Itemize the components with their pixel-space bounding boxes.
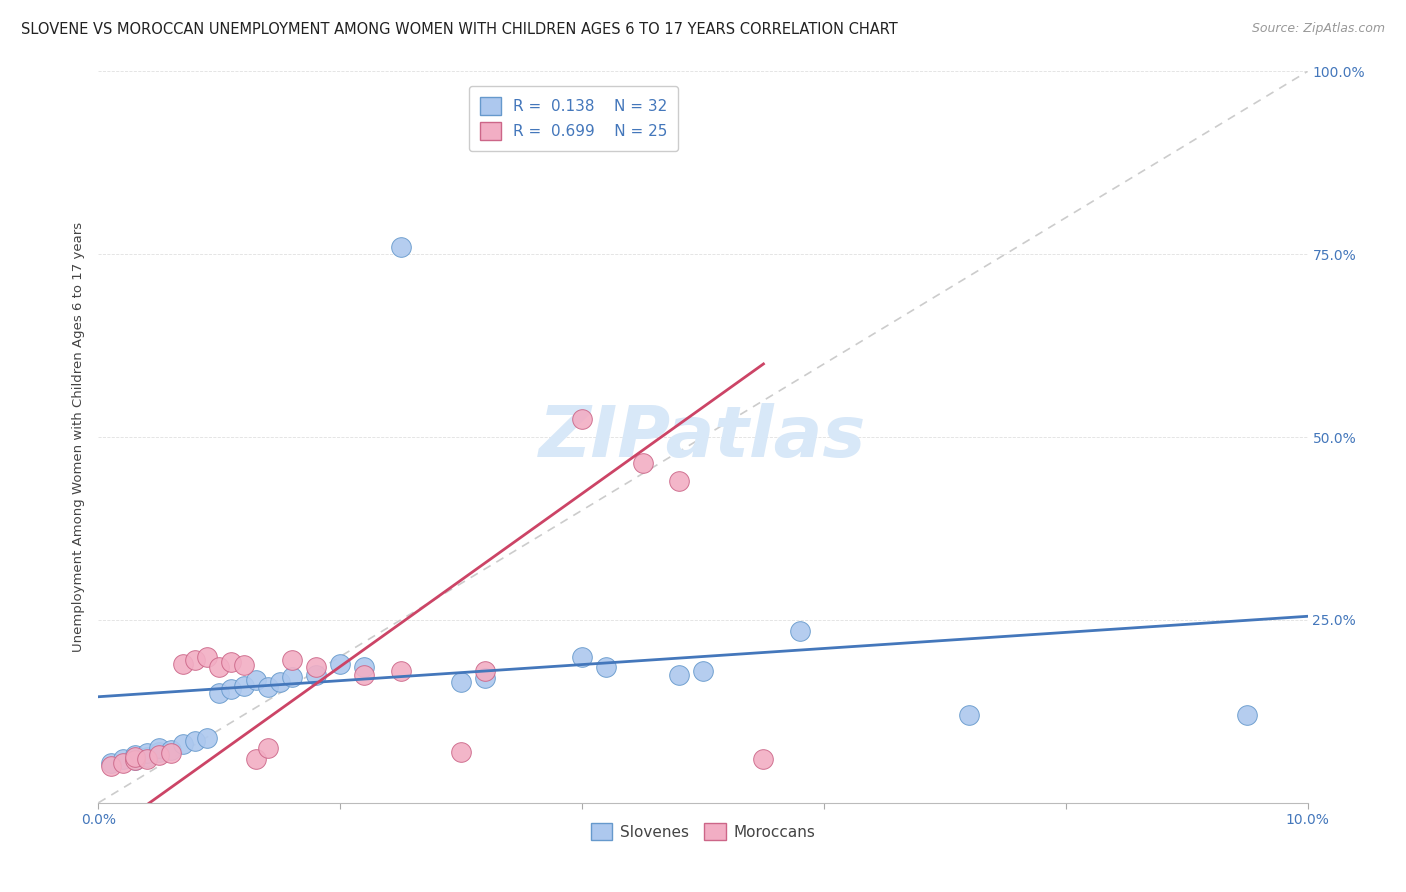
Point	[195, 649, 218, 664]
Point	[245, 752, 267, 766]
Point	[148, 740, 170, 755]
Point	[124, 750, 146, 764]
Point	[100, 756, 122, 770]
Point	[232, 679, 254, 693]
Point	[221, 682, 243, 697]
Text: ZIPatlas: ZIPatlas	[540, 402, 866, 472]
Point	[789, 624, 811, 638]
Point	[172, 737, 194, 751]
Point	[160, 743, 183, 757]
Point	[957, 708, 980, 723]
Point	[184, 653, 207, 667]
Point	[148, 745, 170, 759]
Point	[474, 664, 496, 678]
Point	[269, 675, 291, 690]
Point	[305, 667, 328, 681]
Point	[329, 657, 352, 671]
Text: SLOVENE VS MOROCCAN UNEMPLOYMENT AMONG WOMEN WITH CHILDREN AGES 6 TO 17 YEARS CO: SLOVENE VS MOROCCAN UNEMPLOYMENT AMONG W…	[21, 22, 898, 37]
Y-axis label: Unemployment Among Women with Children Ages 6 to 17 years: Unemployment Among Women with Children A…	[72, 222, 84, 652]
Point	[195, 731, 218, 746]
Point	[353, 667, 375, 681]
Point	[100, 759, 122, 773]
Point	[256, 740, 278, 755]
Point	[160, 746, 183, 760]
Point	[124, 753, 146, 767]
Point	[124, 753, 146, 767]
Point	[474, 672, 496, 686]
Point	[668, 474, 690, 488]
Point	[631, 456, 654, 470]
Point	[208, 660, 231, 674]
Point	[184, 733, 207, 747]
Point	[172, 657, 194, 671]
Point	[450, 745, 472, 759]
Point	[450, 675, 472, 690]
Point	[208, 686, 231, 700]
Point	[668, 667, 690, 681]
Point	[245, 673, 267, 687]
Point	[232, 658, 254, 673]
Point	[571, 649, 593, 664]
Point	[692, 664, 714, 678]
Point	[221, 656, 243, 670]
Point	[281, 653, 304, 667]
Point	[256, 680, 278, 694]
Point	[135, 746, 157, 760]
Point	[752, 752, 775, 766]
Point	[389, 664, 412, 678]
Point	[281, 670, 304, 684]
Point	[353, 660, 375, 674]
Point	[135, 752, 157, 766]
Point	[111, 756, 134, 770]
Point	[389, 240, 412, 254]
Point	[595, 660, 617, 674]
Point	[111, 752, 134, 766]
Point	[148, 748, 170, 763]
Point	[571, 412, 593, 426]
Legend: Slovenes, Moroccans: Slovenes, Moroccans	[585, 816, 821, 847]
Point	[124, 748, 146, 763]
Point	[305, 660, 328, 674]
Point	[1236, 708, 1258, 723]
Text: Source: ZipAtlas.com: Source: ZipAtlas.com	[1251, 22, 1385, 36]
Point	[135, 750, 157, 764]
